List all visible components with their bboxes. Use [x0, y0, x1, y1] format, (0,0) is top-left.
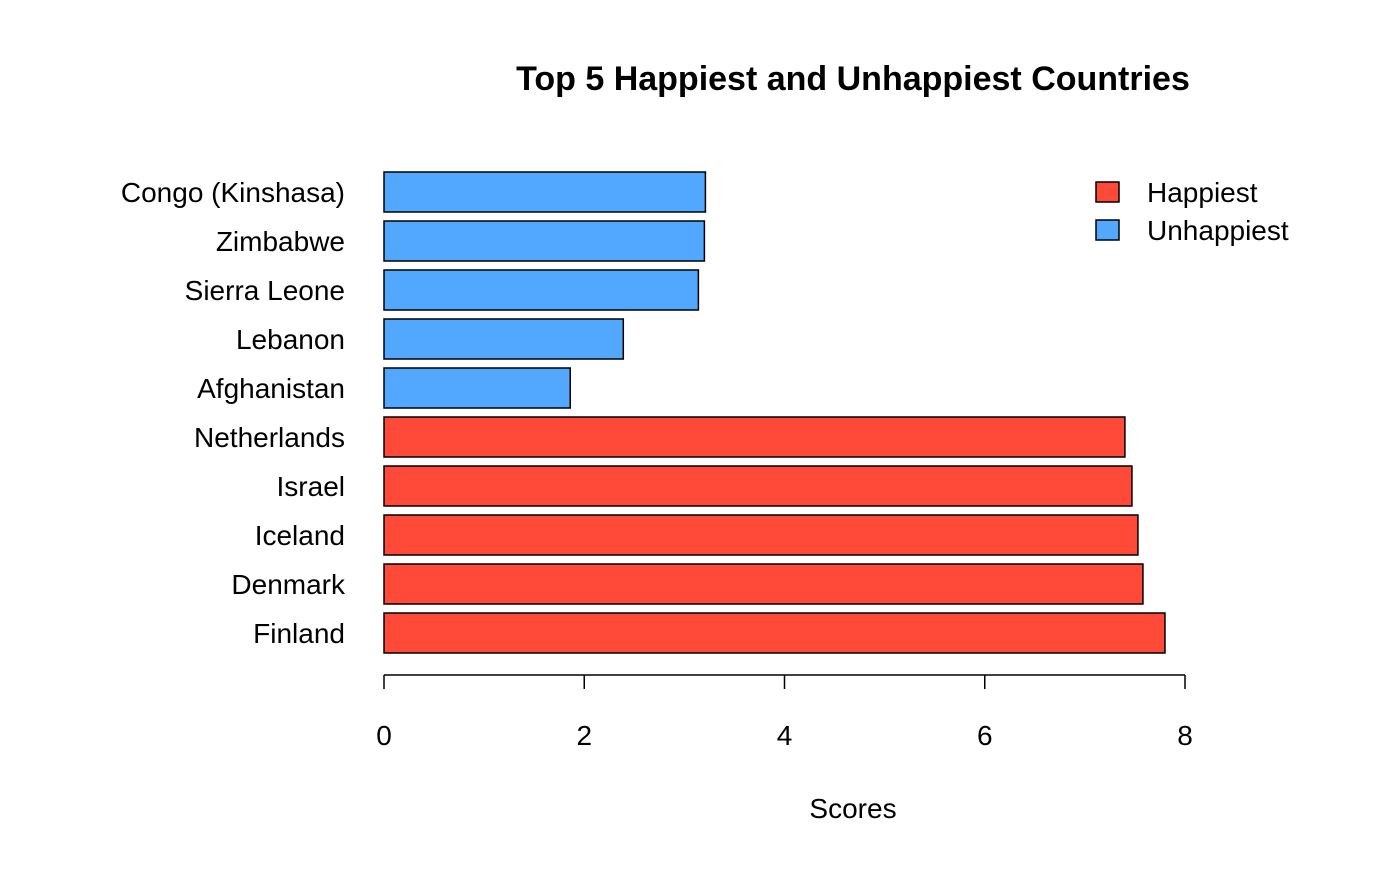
category-label: Israel	[277, 471, 345, 502]
bar-israel	[383, 465, 1133, 507]
category-label: Iceland	[255, 520, 345, 551]
x-tick-label: 6	[977, 720, 993, 751]
legend-label-happiest: Happiest	[1147, 177, 1258, 208]
category-label: Zimbabwe	[216, 226, 345, 257]
x-tick-label: 8	[1177, 720, 1193, 751]
bar-lebanon	[383, 318, 625, 360]
legend-label-unhappiest: Unhappiest	[1147, 215, 1289, 246]
bar-sierra-leone	[383, 269, 700, 311]
bars-layer	[383, 171, 1166, 654]
legend: Happiest Unhappiest	[1095, 177, 1289, 246]
category-label: Finland	[253, 618, 345, 649]
category-label: Netherlands	[194, 422, 345, 453]
category-label: Lebanon	[236, 324, 345, 355]
bar-iceland	[383, 514, 1139, 556]
chart-title: Top 5 Happiest and Unhappiest Countries	[516, 60, 1190, 98]
x-axis: 0 2 4 6 8	[376, 674, 1193, 751]
category-label: Afghanistan	[197, 373, 345, 404]
category-labels: Finland Denmark Iceland Israel Netherlands Af…	[121, 177, 346, 649]
bar-afghanistan	[383, 367, 571, 409]
legend-swatch-happiest	[1095, 181, 1120, 203]
bar-zimbabwe	[383, 220, 706, 262]
x-tick-label: 0	[376, 720, 392, 751]
legend-swatch-unhappiest	[1095, 219, 1120, 241]
x-tick-label: 4	[777, 720, 793, 751]
bar-finland	[383, 612, 1166, 654]
x-axis-title: Scores	[809, 793, 896, 824]
category-label: Congo (Kinshasa)	[121, 177, 345, 208]
category-label: Denmark	[231, 569, 346, 600]
bar-denmark	[383, 563, 1144, 605]
x-tick-label: 2	[576, 720, 592, 751]
bar-congo-kinshasa	[383, 171, 707, 213]
category-label: Sierra Leone	[185, 275, 345, 306]
bar-netherlands	[383, 416, 1126, 458]
